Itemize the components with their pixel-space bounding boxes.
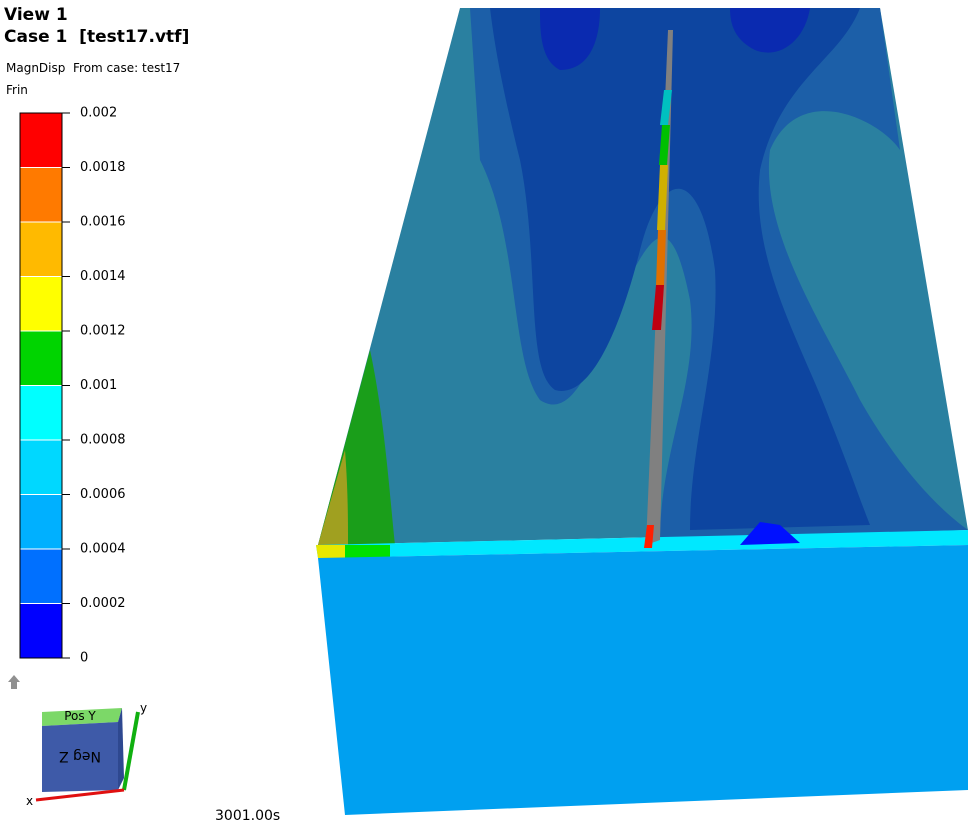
crack — [660, 90, 672, 125]
legend-band — [20, 113, 62, 168]
model-face — [318, 545, 968, 815]
model-region — [490, 8, 870, 530]
legend-tick-label: 0 — [80, 651, 88, 666]
model-region — [540, 8, 600, 70]
color-legend: 0.002 0.0018 0.0016 0.0014 0.0012 0.001 0.0008… — [19, 106, 126, 666]
model-edge — [345, 545, 390, 558]
result-name: MagnDisp From case: test17 — [6, 61, 180, 75]
legend-tick-label: 0.0016 — [80, 215, 126, 230]
legend-tick-label: 0.0002 — [80, 596, 126, 611]
cube-side — [118, 708, 124, 790]
model-region — [740, 522, 800, 545]
crack — [644, 525, 654, 548]
legend-tick-label: 0.002 — [80, 106, 117, 121]
legend-tick-label: 0.0018 — [80, 160, 126, 175]
crack — [657, 165, 668, 230]
y-axis-label: y — [140, 701, 147, 715]
home-icon[interactable] — [8, 675, 20, 689]
view-cube[interactable]: Pos Y Neg Z y x — [26, 701, 147, 808]
legend-frame — [19, 112, 63, 659]
legend-tick-label: 0.001 — [80, 378, 117, 393]
legend-band — [20, 276, 62, 331]
model-region — [730, 8, 810, 53]
legend-tick-label: 0.0006 — [80, 487, 126, 502]
y-axis — [122, 711, 140, 791]
cube-front-label: Neg Z — [59, 748, 101, 764]
case-title: Case 1 [test17.vtf] — [4, 27, 189, 47]
crack — [659, 125, 670, 165]
model — [316, 8, 968, 815]
x-axis — [35, 788, 125, 802]
legend-tick-label: 0.0014 — [80, 269, 126, 284]
model-region — [318, 450, 348, 545]
legend-tick-label: 0.0008 — [80, 433, 126, 448]
legend-band — [20, 331, 62, 386]
crack — [652, 285, 664, 330]
mode-name: Frin — [6, 83, 28, 97]
model-edge — [316, 545, 345, 558]
legend-tick-label: 0.0012 — [80, 324, 126, 339]
model-edge — [316, 530, 968, 558]
x-axis-label: x — [26, 794, 33, 808]
crack — [656, 230, 666, 285]
legend-band — [20, 385, 62, 440]
legend-band — [20, 222, 62, 277]
view-title: View 1 — [4, 5, 68, 25]
time-label: 3001.00s — [215, 808, 280, 824]
legend-band — [20, 440, 62, 495]
cube-front — [42, 722, 118, 792]
cube-top — [42, 708, 122, 726]
cube-top-label: Pos Y — [64, 709, 96, 723]
legend-band — [20, 603, 62, 658]
legend-band — [20, 549, 62, 604]
legend-band — [20, 494, 62, 549]
legend-band — [20, 167, 62, 222]
legend-tick-label: 0.0004 — [80, 542, 126, 557]
